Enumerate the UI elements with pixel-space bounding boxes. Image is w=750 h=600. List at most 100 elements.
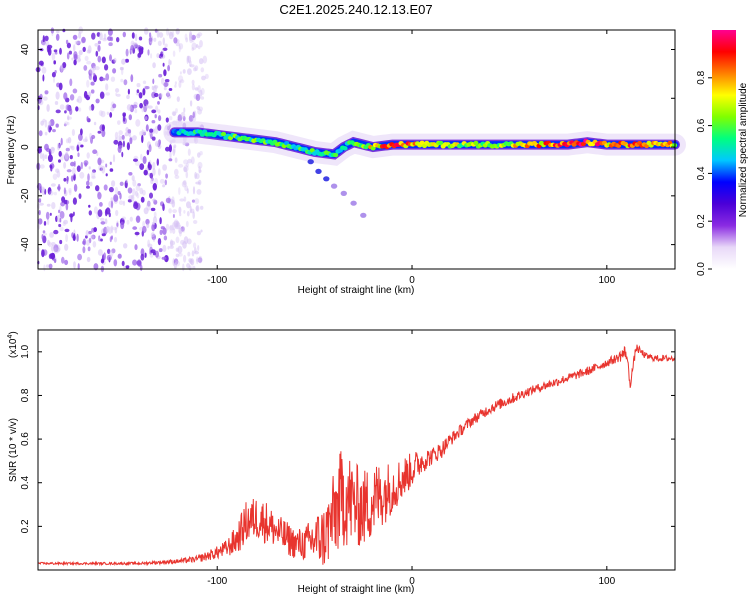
noise-blob <box>183 210 186 214</box>
noise-blob <box>155 250 159 258</box>
noise-blob <box>91 170 96 179</box>
noise-blob <box>87 173 90 182</box>
noise-blob <box>76 233 79 242</box>
noise-blob <box>107 36 112 41</box>
noise-blob <box>114 131 119 139</box>
noise-blob <box>49 164 53 169</box>
noise-blob <box>108 42 113 47</box>
noise-blob <box>84 162 87 167</box>
noise-blob <box>178 43 184 50</box>
noise-blob <box>115 88 120 93</box>
spectrogram-y-label: Frequency (Hz) <box>6 116 17 185</box>
ridge-mark <box>333 152 339 158</box>
noise-blob <box>150 207 156 212</box>
noise-blob <box>187 251 191 257</box>
noise-blob <box>105 83 109 91</box>
noise-blob <box>68 50 72 55</box>
noise-blob <box>74 40 79 45</box>
noise-blob <box>143 27 149 35</box>
snr-frame <box>37 329 676 571</box>
noise-blob <box>153 199 158 205</box>
noise-blob <box>139 264 143 272</box>
noise-blob <box>42 153 45 162</box>
ridge-mark <box>473 140 479 146</box>
noise-blob <box>192 211 195 220</box>
noise-blob <box>132 226 138 230</box>
noise-blob <box>178 75 184 83</box>
noise-blob <box>53 49 58 53</box>
noise-blob <box>179 71 182 75</box>
noise-blob <box>139 187 144 195</box>
noise-blob <box>95 185 100 192</box>
noise-blob <box>38 198 42 203</box>
noise-blob <box>197 32 203 37</box>
noise-blob <box>199 151 203 156</box>
noise-blob <box>191 42 197 50</box>
spectrogram-x-tick-label: 100 <box>598 275 615 286</box>
noise-blob <box>73 173 76 181</box>
noise-blob <box>194 87 199 91</box>
noise-blob <box>164 179 167 186</box>
noise-blob <box>156 53 160 59</box>
noise-blob <box>88 204 91 208</box>
noise-blob <box>114 227 118 234</box>
noise-blob <box>110 197 114 202</box>
noise-blob <box>110 200 114 209</box>
noise-blob <box>162 244 167 253</box>
noise-blob <box>169 225 173 234</box>
noise-blob <box>73 160 76 167</box>
noise-blob <box>99 91 105 99</box>
noise-blob <box>196 106 200 110</box>
noise-blob <box>164 255 169 263</box>
noise-blob <box>78 50 83 56</box>
noise-blob <box>105 226 110 233</box>
noise-blob <box>115 209 119 217</box>
noise-blob <box>53 60 56 65</box>
noise-blob <box>86 256 91 263</box>
noise-blob <box>44 119 48 128</box>
noise-blob <box>55 123 59 128</box>
noise-blob <box>146 201 151 207</box>
noise-blob <box>158 73 163 78</box>
noise-blob <box>113 194 119 202</box>
snr-y-scale-exp: 4 <box>7 335 14 339</box>
noise-blob <box>101 165 106 174</box>
noise-blob <box>89 181 93 187</box>
noise-blob <box>100 258 105 264</box>
noise-blob <box>65 138 69 144</box>
noise-blob <box>64 228 70 233</box>
noise-blob <box>80 128 83 136</box>
noise-blob <box>150 132 153 139</box>
noise-blob <box>118 200 124 205</box>
noise-blob <box>109 168 114 172</box>
noise-blob <box>183 254 187 263</box>
noise-blob <box>105 163 108 168</box>
noise-blob <box>129 137 133 145</box>
noise-blob <box>72 211 75 216</box>
noise-blob <box>126 104 132 111</box>
noise-blob <box>174 175 180 179</box>
noise-blob <box>125 48 129 57</box>
noise-blob <box>67 137 72 144</box>
noise-blob <box>109 250 114 257</box>
noise-blob <box>178 187 181 196</box>
noise-blob <box>172 209 178 214</box>
noise-blob <box>189 205 192 214</box>
noise-blob <box>113 139 119 145</box>
noise-blob <box>44 143 49 151</box>
noise-blob <box>91 32 96 40</box>
spectrogram-x-label: Height of straight line (km) <box>298 285 415 296</box>
noise-blob <box>189 100 193 107</box>
noise-blob <box>200 67 205 73</box>
noise-blob <box>42 74 45 82</box>
noise-blob <box>100 221 106 225</box>
noise-blob <box>104 218 108 225</box>
noise-blob <box>91 134 96 140</box>
noise-blob <box>76 165 81 172</box>
noise-blob <box>159 178 165 184</box>
noise-blob <box>169 239 174 247</box>
noise-blob <box>168 58 171 67</box>
noise-blob <box>88 105 92 111</box>
noise-blob <box>69 155 73 160</box>
noise-blob <box>63 92 68 100</box>
